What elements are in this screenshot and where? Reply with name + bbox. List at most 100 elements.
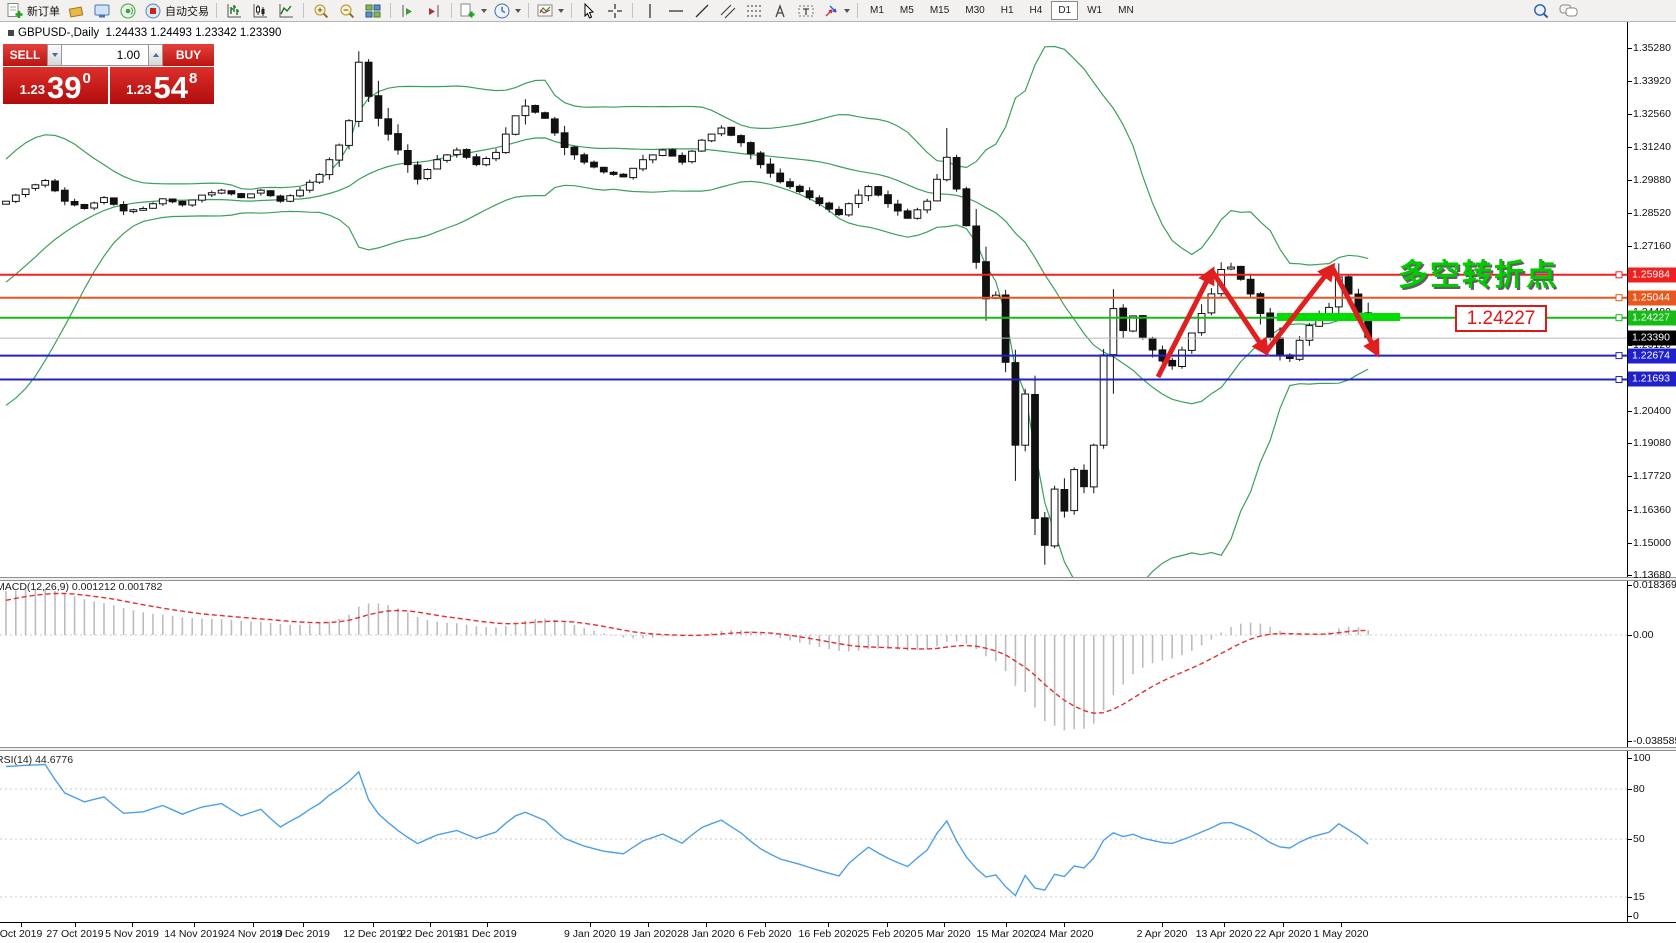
date-label: 22 Dec 2019 [400, 928, 460, 940]
buy-price-box[interactable]: 1.23 54 8 [109, 67, 214, 104]
sell-price-box[interactable]: 1.23 39 0 [3, 67, 108, 104]
zoom-out-button[interactable] [334, 1, 360, 21]
timeframe-W1[interactable]: W1 [1087, 5, 1103, 16]
timeframe-M15[interactable]: M15 [929, 5, 950, 16]
terminal-button[interactable] [89, 1, 115, 21]
macd-signal-line [5, 592, 1369, 714]
bar-chart-button[interactable] [221, 1, 247, 21]
line-chart-button[interactable] [273, 1, 299, 21]
price-marker-1.21693: 1.21693 [1628, 371, 1676, 387]
templates-button[interactable] [456, 1, 490, 21]
arrows-tool-button[interactable] [819, 1, 853, 21]
candlestick-chart-icon [253, 3, 267, 17]
date-label: 6 Feb 2020 [738, 928, 792, 940]
date-label: 22 Apr 2020 [1254, 928, 1312, 940]
timeframe-H1[interactable]: H1 [1000, 5, 1014, 16]
signal-icon [120, 3, 136, 18]
dropdown-caret-icon [558, 8, 564, 13]
zigzag-arrows[interactable] [1155, 262, 1380, 379]
vertical-line-tool-button[interactable] [637, 1, 663, 21]
date-label: 3 Dec 2019 [276, 928, 330, 940]
price-tick-label: 1.35280 [1633, 42, 1671, 54]
chat-icon[interactable] [1558, 2, 1580, 20]
timeframe-MN[interactable]: MN [1118, 5, 1134, 16]
crosshair-tool-button[interactable] [602, 1, 628, 21]
trendline-tool-button[interactable] [689, 1, 715, 21]
text-tool-button[interactable] [767, 1, 793, 21]
line-handle[interactable] [1615, 294, 1623, 302]
price-marker-1.23390: 1.23390 [1628, 330, 1676, 346]
macd-label: MACD(12,26,9) 0.001212 0.001782 [0, 581, 163, 593]
horizontal-line-tool-button[interactable] [663, 1, 689, 21]
chart-shift-icon [429, 4, 439, 17]
timeframe-D1[interactable]: D1 [1051, 1, 1079, 20]
price-callout-box[interactable]: 1.24227 [1455, 305, 1547, 332]
auto-trading-button[interactable]: 自动交易 [141, 1, 212, 21]
date-label: 19 Jan 2020 [619, 928, 677, 940]
text-icon [775, 3, 785, 17]
sell-button[interactable]: SELL [3, 44, 47, 66]
green-trend-segment[interactable] [1277, 313, 1400, 321]
toolbar-separator [390, 3, 391, 18]
rsi-label: RSI(14) 44.6776 [0, 754, 74, 766]
dropdown-caret-icon [515, 8, 521, 13]
dropdown-caret-icon [844, 8, 850, 13]
bollinger-middle [5, 137, 1369, 405]
arrow-objects-icon [825, 5, 837, 16]
chart-shift-button[interactable] [421, 1, 447, 21]
signals-button[interactable] [115, 1, 141, 21]
candlestick-chart-button[interactable] [247, 1, 273, 21]
search-icon[interactable] [1532, 2, 1550, 20]
volume-field[interactable]: 1.00 [62, 44, 148, 66]
clock-icon [494, 3, 510, 18]
chart-title-bullet-icon [8, 30, 14, 36]
timeframe-M30[interactable]: M30 [965, 5, 985, 16]
line-handle[interactable] [1615, 271, 1623, 279]
date-label: 24 Nov 2019 [223, 928, 283, 940]
toolbar-separator [216, 3, 217, 18]
horizontal-line-icon [669, 9, 683, 12]
buy-button[interactable]: BUY [163, 44, 214, 66]
toolbar-separator [451, 3, 452, 18]
new-order-button[interactable]: 新订单 [3, 1, 63, 21]
auto-scroll-button[interactable] [395, 1, 421, 21]
timeframe-M5[interactable]: M5 [899, 5, 914, 16]
date-label: Oct 2019 [0, 928, 43, 940]
price-tick-label: 1.32560 [1633, 108, 1671, 120]
channel-tool-button[interactable] [715, 1, 741, 21]
bollinger-upper [5, 45, 1369, 266]
label-tool-button[interactable] [793, 1, 819, 21]
fibonacci-tool-button[interactable] [741, 1, 767, 21]
volume-decrease-button[interactable] [47, 44, 62, 66]
price-tick-label: 1.29880 [1633, 174, 1671, 186]
periods-button[interactable] [490, 1, 524, 21]
line-handle[interactable] [1615, 352, 1623, 360]
price-tick-label: 1.13680 [1633, 569, 1671, 581]
sell-price-pips: 39 [46, 70, 82, 105]
date-label: 1 May 2020 [1313, 928, 1369, 940]
line-handle[interactable] [1615, 376, 1623, 383]
cursor-tool-button[interactable] [576, 1, 602, 21]
text-label-icon [798, 5, 814, 16]
tile-windows-button[interactable] [360, 1, 386, 21]
price-tick-label: 1.33920 [1633, 75, 1671, 87]
turning-point-annotation[interactable]: 多空转折点 [1398, 259, 1558, 292]
indicators-button[interactable] [533, 1, 567, 21]
macd-pane [0, 589, 1627, 731]
zoom-in-button[interactable] [308, 1, 334, 21]
chart-symbol: GBPUSD-,Daily [18, 27, 100, 39]
timeframe-M1[interactable]: M1 [870, 5, 884, 16]
toolbar-separator [632, 3, 633, 18]
date-label: 24 Mar 2020 [1034, 928, 1094, 940]
line-handle[interactable] [1615, 314, 1623, 322]
toolbar-separator [857, 3, 858, 18]
price-marker-1.25984: 1.25984 [1628, 267, 1676, 283]
dropdown-caret-icon [481, 8, 487, 13]
market-watch-button[interactable] [63, 1, 89, 21]
timeframe-H4[interactable]: H4 [1029, 5, 1043, 16]
equidistant-channel-icon [720, 4, 736, 18]
arrow-up-icon [152, 53, 159, 57]
volume-increase-button[interactable] [148, 44, 163, 66]
